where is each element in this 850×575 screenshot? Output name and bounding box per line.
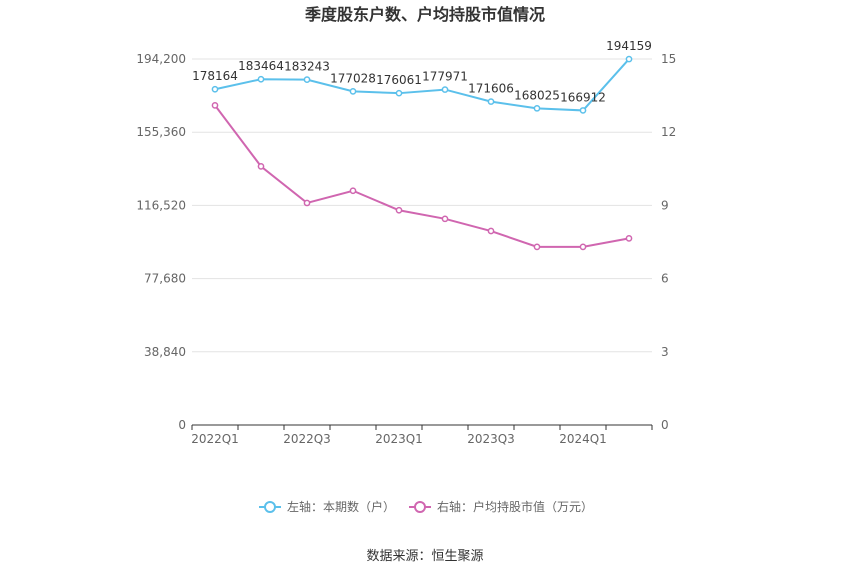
data-label: 178164 — [192, 69, 238, 83]
right-tick-label: 3 — [661, 345, 669, 359]
legend-label: 右轴：户均持股市值（万元） — [437, 499, 593, 514]
data-label: 168025 — [514, 88, 560, 102]
series-line — [214, 104, 630, 248]
right-axis-ticks: 0 3 6 9 12 15 — [661, 52, 676, 432]
legend-item-1[interactable]: 左轴：本期数（户） — [259, 499, 395, 514]
source-note: 数据来源：恒生聚源 — [366, 549, 484, 564]
chart-title: 季度股东户数、户均持股市值情况 — [304, 5, 545, 24]
data-point[interactable] — [395, 89, 403, 97]
left-tick-label: 38,840 — [144, 345, 186, 359]
series-2 — [211, 102, 633, 251]
chart-svg: 季度股东户数、户均持股市值情况 0 38,840 77,680 116,520 155,… — [136, 5, 676, 514]
right-tick-label: 12 — [661, 125, 676, 139]
data-point[interactable] — [441, 86, 449, 93]
legend-label: 左轴：本期数（户） — [287, 499, 395, 514]
left-tick-label: 155,360 — [136, 125, 186, 139]
data-point[interactable] — [533, 104, 541, 112]
data-label: 177028 — [330, 71, 376, 85]
legend[interactable]: 左轴：本期数（户） 右轴：户均持股市值（万元） — [259, 499, 593, 514]
right-tick-label: 15 — [661, 52, 676, 66]
data-label: 183464 — [238, 59, 284, 73]
data-point[interactable] — [579, 107, 587, 114]
data-point[interactable] — [625, 55, 633, 63]
data-point[interactable] — [487, 98, 495, 105]
data-label: 171606 — [468, 82, 514, 96]
left-axis-ticks: 0 38,840 77,680 116,520 155,360 194,200 — [136, 52, 186, 432]
legend-marker — [414, 501, 426, 513]
data-point[interactable] — [533, 243, 541, 251]
right-tick-label: 6 — [661, 272, 669, 286]
data-point[interactable] — [395, 206, 403, 214]
x-tick-label: 2024Q1 — [559, 432, 607, 446]
left-tick-label: 77,680 — [144, 272, 186, 286]
x-axis: 2022Q1 2022Q3 2023Q1 2023Q3 2024Q1 — [191, 424, 653, 446]
data-point[interactable] — [625, 234, 633, 242]
left-tick-label: 0 — [178, 418, 186, 432]
data-point[interactable] — [211, 85, 219, 93]
data-label: 177971 — [422, 70, 468, 84]
data-point[interactable] — [211, 102, 219, 109]
data-point[interactable] — [487, 227, 495, 235]
data-label: 194159 — [606, 39, 652, 53]
series-line — [214, 58, 630, 112]
data-point[interactable] — [579, 243, 587, 251]
left-tick-label: 116,520 — [136, 198, 186, 212]
right-tick-label: 0 — [661, 418, 669, 432]
data-label: 166912 — [560, 90, 606, 104]
data-label: 183243 — [284, 60, 330, 74]
data-point[interactable] — [257, 75, 265, 83]
x-tick-label: 2023Q1 — [375, 432, 423, 446]
x-tick-label: 2022Q3 — [283, 432, 331, 446]
grid-lines — [192, 58, 652, 353]
data-point[interactable] — [303, 199, 311, 207]
right-tick-label: 9 — [661, 198, 669, 212]
x-tick-label: 2022Q1 — [191, 432, 239, 446]
data-label: 176061 — [376, 73, 422, 87]
x-tick-label: 2023Q3 — [467, 432, 515, 446]
data-point[interactable] — [349, 88, 357, 95]
data-point[interactable] — [349, 187, 357, 195]
data-point[interactable] — [441, 215, 449, 223]
data-point[interactable] — [257, 163, 265, 170]
legend-item-2[interactable]: 右轴：户均持股市值（万元） — [409, 499, 593, 514]
data-point[interactable] — [303, 76, 311, 84]
left-tick-label: 194,200 — [136, 52, 186, 66]
legend-marker — [264, 501, 276, 513]
